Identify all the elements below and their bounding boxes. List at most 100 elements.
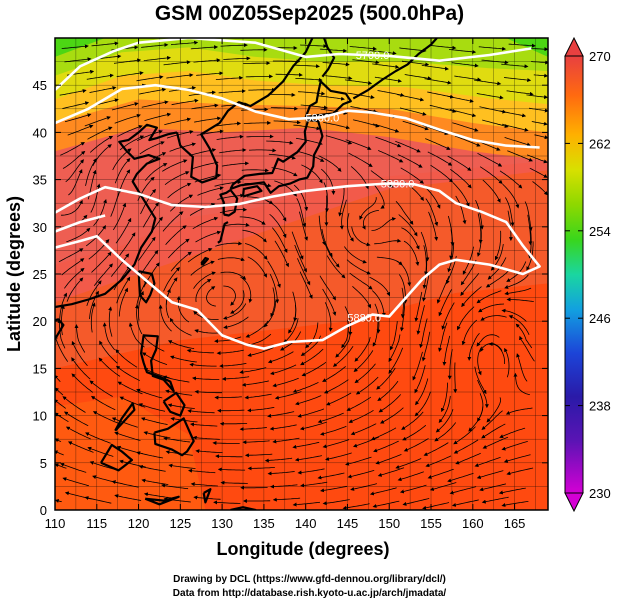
streamline bbox=[64, 57, 92, 63]
streamline bbox=[427, 151, 453, 166]
colorbar-tick-label: 238 bbox=[589, 399, 611, 414]
streamline bbox=[220, 43, 248, 48]
streamline bbox=[59, 89, 87, 96]
streamline bbox=[297, 408, 325, 418]
streamline bbox=[222, 222, 250, 227]
streamline bbox=[272, 59, 301, 64]
streamline bbox=[397, 471, 424, 482]
streamline bbox=[504, 287, 532, 296]
streamline bbox=[294, 455, 322, 462]
streamline bbox=[55, 498, 62, 503]
streamline bbox=[267, 260, 281, 289]
streamline bbox=[504, 197, 515, 227]
streamline bbox=[140, 188, 157, 215]
colorbar-tick-label: 230 bbox=[589, 486, 611, 501]
streamline bbox=[243, 120, 272, 125]
streamline bbox=[350, 483, 378, 491]
streamline bbox=[457, 306, 475, 331]
colorbar-top-triangle bbox=[564, 36, 584, 57]
streamline bbox=[325, 452, 352, 461]
streamline bbox=[66, 277, 84, 302]
streamline bbox=[139, 141, 165, 155]
streamline bbox=[453, 439, 479, 454]
streamline bbox=[192, 216, 219, 230]
streamline bbox=[117, 169, 131, 197]
streamline bbox=[66, 227, 91, 243]
streamline bbox=[92, 411, 119, 424]
x-tick-label: 115 bbox=[86, 516, 107, 531]
y-tick-label: 5 bbox=[40, 456, 47, 471]
streamline bbox=[266, 200, 287, 222]
streamline bbox=[167, 340, 195, 350]
streamline bbox=[190, 422, 218, 427]
streamline bbox=[372, 63, 400, 69]
streamline bbox=[91, 251, 112, 273]
streamline bbox=[450, 168, 472, 189]
streamline bbox=[55, 438, 62, 443]
streamline bbox=[350, 423, 377, 436]
streamline bbox=[400, 167, 424, 184]
streamline bbox=[420, 231, 430, 262]
contour-label: 5880.0 bbox=[381, 178, 415, 190]
streamline bbox=[373, 440, 399, 453]
streamline bbox=[270, 106, 299, 111]
streamline bbox=[414, 365, 426, 394]
streamline bbox=[412, 351, 423, 381]
streamline bbox=[65, 159, 84, 183]
streamline bbox=[369, 276, 391, 297]
streamline bbox=[292, 441, 320, 449]
streamline bbox=[403, 438, 429, 452]
streamline bbox=[60, 304, 65, 336]
streamline bbox=[240, 276, 253, 303]
streamline bbox=[429, 44, 457, 50]
streamline bbox=[361, 210, 379, 230]
streamline bbox=[114, 158, 131, 184]
colorbar-tick-label: 246 bbox=[589, 311, 611, 326]
credit-drawing: Drawing by DCL (https://www.gfd-dennou.o… bbox=[173, 574, 446, 585]
streamline bbox=[163, 267, 180, 292]
streamline bbox=[86, 73, 114, 80]
streamline bbox=[323, 379, 349, 394]
streamline bbox=[271, 167, 298, 177]
coast-ryukyu bbox=[217, 221, 229, 244]
streamline bbox=[161, 483, 189, 490]
streamline bbox=[476, 93, 504, 100]
streamline bbox=[116, 276, 131, 304]
streamline bbox=[532, 181, 548, 196]
streamline bbox=[485, 270, 509, 288]
streamline bbox=[136, 75, 164, 82]
streamline bbox=[503, 77, 532, 83]
contour-label: 5880.0 bbox=[347, 312, 381, 324]
streamline bbox=[501, 123, 529, 132]
streamline bbox=[402, 120, 429, 131]
streamline bbox=[246, 134, 274, 139]
streamline bbox=[349, 272, 373, 290]
y-tick-label: 25 bbox=[33, 267, 47, 282]
streamline bbox=[206, 286, 216, 307]
streamline bbox=[355, 376, 379, 395]
streamline bbox=[169, 142, 197, 152]
streamline bbox=[434, 422, 457, 442]
streamline bbox=[533, 73, 548, 78]
streamline bbox=[508, 315, 530, 335]
y-tick-label: 40 bbox=[33, 125, 47, 140]
streamline bbox=[293, 124, 321, 131]
streamline bbox=[447, 155, 472, 171]
streamline bbox=[221, 102, 249, 107]
streamline bbox=[378, 394, 402, 413]
streamline bbox=[482, 119, 509, 128]
streamline bbox=[187, 248, 213, 263]
streamline bbox=[401, 411, 424, 430]
streamline bbox=[499, 170, 523, 189]
streamline bbox=[245, 333, 272, 347]
streamline bbox=[140, 417, 168, 425]
streamline bbox=[501, 441, 528, 451]
streamline bbox=[62, 396, 86, 413]
streamline bbox=[422, 271, 430, 302]
streamline bbox=[165, 277, 178, 305]
streamline bbox=[268, 92, 296, 97]
streamline bbox=[479, 166, 503, 184]
streamline bbox=[378, 150, 404, 163]
streamline bbox=[168, 463, 196, 469]
x-tick-label: 125 bbox=[169, 516, 191, 531]
